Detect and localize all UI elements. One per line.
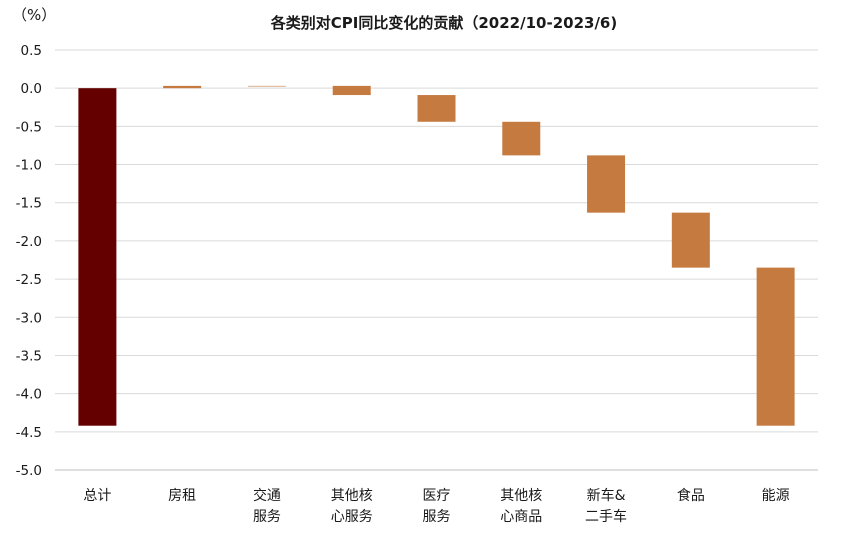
y-axis-ticks: 0.5 0.0 -0.5 -1.0 -1.5 -2.0 -2.5 -3.0 -3.5 -4.0 -4… xyxy=(16,43,42,479)
x-category-label: 心服务 xyxy=(331,509,373,525)
x-category-label: 房租 xyxy=(168,488,196,504)
y-tick-label: -1.5 xyxy=(16,196,42,212)
component-bar xyxy=(247,85,286,87)
x-category-label: 新车& xyxy=(587,487,626,504)
y-tick-label: -3.5 xyxy=(16,348,42,364)
y-tick-label: -2.5 xyxy=(16,272,42,288)
component-bar xyxy=(671,212,710,268)
x-category-label: 总计 xyxy=(83,488,111,504)
component-bar xyxy=(163,85,202,89)
x-category-label: 心商品 xyxy=(500,509,542,525)
x-category-label: 服务 xyxy=(423,509,451,525)
component-bar xyxy=(756,267,795,426)
x-category-label: 其他核 xyxy=(331,488,373,504)
x-category-label: 食品 xyxy=(677,487,705,504)
y-tick-label: -4.5 xyxy=(16,425,42,441)
y-tick-label: -2.0 xyxy=(16,234,42,250)
x-category-label: 二手车 xyxy=(585,508,627,525)
x-category-label: 交通 xyxy=(253,487,281,504)
x-category-label: 医疗 xyxy=(423,488,451,504)
component-bar xyxy=(502,121,541,156)
y-tick-label: -3.0 xyxy=(16,310,42,326)
y-tick-label: -5.0 xyxy=(16,463,42,479)
bars xyxy=(78,85,795,426)
y-tick-label: -1.0 xyxy=(16,158,42,174)
chart-title: 各类别对CPI同比变化的贡献（2022/10-2023/6) xyxy=(270,14,617,32)
y-tick-label: 0.0 xyxy=(21,81,42,97)
total-bar xyxy=(78,88,117,426)
y-tick-label: 0.5 xyxy=(21,43,42,59)
y-tick-label: -0.5 xyxy=(16,119,42,135)
component-bar xyxy=(332,85,371,96)
x-category-label: 能源 xyxy=(762,488,790,504)
y-tick-label: -4.0 xyxy=(16,387,42,403)
y-unit-label: （%） xyxy=(12,6,56,24)
x-category-label: 服务 xyxy=(253,509,281,525)
x-category-label: 其他核 xyxy=(500,488,542,504)
component-bar xyxy=(587,155,626,213)
component-bar xyxy=(417,95,456,122)
